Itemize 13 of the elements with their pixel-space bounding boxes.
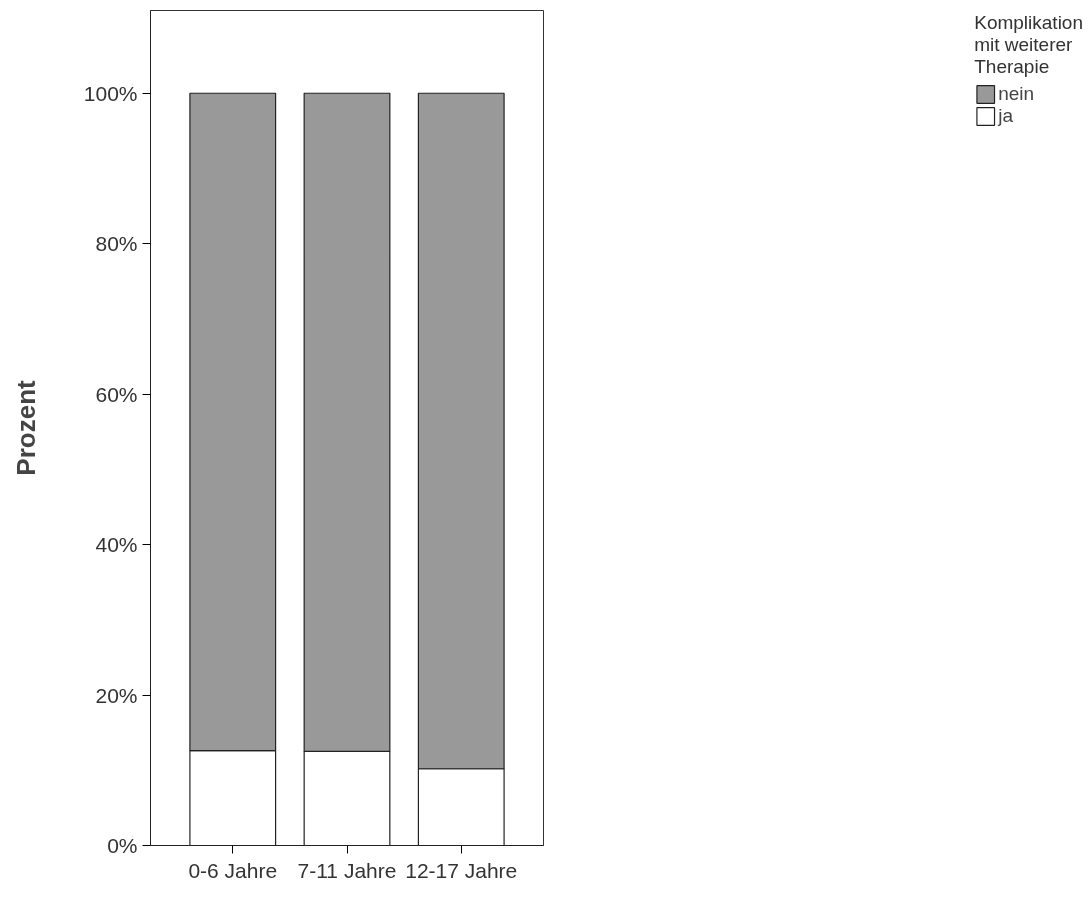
- y-axis-title: Prozent: [10, 379, 41, 476]
- legend-label: ja: [998, 105, 1014, 127]
- y-tick-label: 80%: [95, 232, 138, 256]
- legend-title: Komplikation mit weiterer Therapie: [974, 12, 1083, 78]
- x-tick-label: 7-11 Jahre: [297, 858, 397, 882]
- y-tick-label: 40%: [95, 533, 138, 557]
- y-tick-label: 100%: [83, 81, 138, 105]
- y-tick-label: 20%: [95, 683, 138, 707]
- y-tick-label: 60%: [95, 382, 138, 406]
- x-tick-label: 0-6 Jahre: [188, 858, 278, 882]
- x-tick-label: 12-17 Jahre: [405, 858, 518, 882]
- y-tick-label: 0%: [107, 834, 138, 857]
- legend-label: nein: [998, 83, 1035, 105]
